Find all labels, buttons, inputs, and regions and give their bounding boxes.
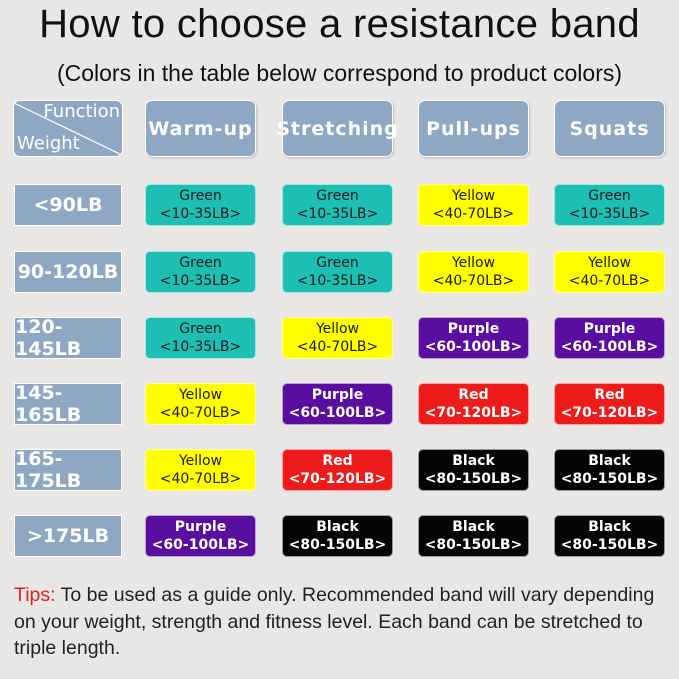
band-resistance-range: <10-35LB> xyxy=(296,273,379,289)
band-cell: Purple <60-100LB> xyxy=(145,515,256,557)
band-color-name: Red xyxy=(322,453,353,469)
row-weight-label: <90LB xyxy=(14,184,122,226)
page-title: How to choose a resistance band xyxy=(39,2,640,46)
band-color-name: Yellow xyxy=(315,321,360,337)
band-cell: Black <80-150LB> xyxy=(418,515,529,557)
page-subtitle: (Colors in the table below correspond to… xyxy=(56,60,623,86)
band-cell: Purple <60-100LB> xyxy=(282,383,393,425)
band-resistance-range: <10-35LB> xyxy=(159,339,242,355)
band-cell: Black <80-150LB> xyxy=(282,515,393,557)
band-color-name: Yellow xyxy=(178,387,223,403)
band-cell: Yellow <40-70LB> xyxy=(145,383,256,425)
row-weight-label: 120-145LB xyxy=(14,316,122,360)
column-header: Warm-up xyxy=(145,100,256,157)
band-color-name: Green xyxy=(179,321,222,337)
table-corner-header: Function Weight xyxy=(13,100,123,157)
band-resistance-range: <80-150LB> xyxy=(560,471,659,487)
band-resistance-range: <10-35LB> xyxy=(296,206,379,222)
function-label: Function xyxy=(43,101,120,122)
band-resistance-range: <70-120LB> xyxy=(288,471,387,487)
band-color-name: Yellow xyxy=(451,188,496,204)
band-color-name: Purple xyxy=(311,387,364,403)
band-resistance-range: <60-100LB> xyxy=(424,339,523,355)
band-resistance-range: <40-70LB> xyxy=(159,405,242,421)
band-resistance-range: <10-35LB> xyxy=(159,206,242,222)
band-color-name: Yellow xyxy=(451,255,496,271)
band-cell: Red <70-120LB> xyxy=(282,449,393,491)
diagonal-divider xyxy=(14,102,122,156)
band-color-name: Purple xyxy=(447,321,500,337)
band-cell: Purple <60-100LB> xyxy=(554,317,665,359)
band-color-name: Purple xyxy=(174,519,227,535)
band-color-name: Red xyxy=(458,387,489,403)
band-cell: Red <70-120LB> xyxy=(554,383,665,425)
band-cell: Black <80-150LB> xyxy=(418,449,529,491)
band-color-name: Black xyxy=(588,453,631,469)
tips-text: To be used as a guide only. Recommended … xyxy=(14,584,655,659)
band-resistance-range: <70-120LB> xyxy=(424,405,523,421)
band-cell: Green <10-35LB> xyxy=(554,184,665,226)
band-cell: Red <70-120LB> xyxy=(418,383,529,425)
band-color-name: Green xyxy=(179,188,222,204)
band-color-name: Black xyxy=(452,453,495,469)
band-resistance-range: <70-120LB> xyxy=(560,405,659,421)
band-color-name: Black xyxy=(588,519,631,535)
column-header: Stretching xyxy=(276,100,398,157)
row-weight-label: >175LB xyxy=(14,515,122,557)
band-cell: Yellow <40-70LB> xyxy=(418,251,529,293)
row-weight-label: 165-175LB xyxy=(14,448,122,492)
band-resistance-range: <80-150LB> xyxy=(424,537,523,553)
band-cell: Green <10-35LB> xyxy=(282,251,393,293)
column-header: Pull-ups xyxy=(418,100,529,157)
band-resistance-range: <40-70LB> xyxy=(568,273,651,289)
weight-label: Weight xyxy=(17,133,80,154)
band-cell: Yellow <40-70LB> xyxy=(554,251,665,293)
band-cell: Green <10-35LB> xyxy=(282,184,393,226)
band-resistance-range: <60-100LB> xyxy=(560,339,659,355)
tips-label: Tips: xyxy=(14,584,56,606)
band-color-name: Red xyxy=(594,387,625,403)
band-cell: Yellow <40-70LB> xyxy=(282,317,393,359)
band-resistance-range: <80-150LB> xyxy=(424,471,523,487)
band-cell: Green <10-35LB> xyxy=(145,251,256,293)
tips-note: Tips: To be used as a guide only. Recomm… xyxy=(14,582,674,662)
band-resistance-range: <80-150LB> xyxy=(288,537,387,553)
band-cell: Yellow <40-70LB> xyxy=(418,184,529,226)
row-weight-label: 145-165LB xyxy=(14,382,122,426)
band-color-name: Yellow xyxy=(587,255,632,271)
column-header: Squats xyxy=(554,100,665,157)
band-color-name: Green xyxy=(316,255,359,271)
band-cell: Green <10-35LB> xyxy=(145,184,256,226)
band-resistance-range: <10-35LB> xyxy=(159,273,242,289)
band-resistance-range: <40-70LB> xyxy=(432,273,515,289)
band-color-name: Black xyxy=(316,519,359,535)
band-resistance-range: <40-70LB> xyxy=(159,471,242,487)
band-cell: Purple <60-100LB> xyxy=(418,317,529,359)
band-resistance-range: <60-100LB> xyxy=(288,405,387,421)
band-cell: Black <80-150LB> xyxy=(554,449,665,491)
band-cell: Green <10-35LB> xyxy=(145,317,256,359)
band-cell: Yellow <40-70LB> xyxy=(145,449,256,491)
band-resistance-range: <10-35LB> xyxy=(568,206,651,222)
band-color-name: Yellow xyxy=(178,453,223,469)
band-color-name: Purple xyxy=(583,321,636,337)
row-weight-label: 90-120LB xyxy=(14,251,122,293)
band-resistance-range: <80-150LB> xyxy=(560,537,659,553)
band-resistance-range: <40-70LB> xyxy=(432,206,515,222)
band-color-name: Black xyxy=(452,519,495,535)
band-cell: Black <80-150LB> xyxy=(554,515,665,557)
band-color-name: Green xyxy=(179,255,222,271)
band-color-name: Green xyxy=(588,188,631,204)
band-resistance-range: <60-100LB> xyxy=(151,537,250,553)
band-color-name: Green xyxy=(316,188,359,204)
band-resistance-range: <40-70LB> xyxy=(296,339,379,355)
